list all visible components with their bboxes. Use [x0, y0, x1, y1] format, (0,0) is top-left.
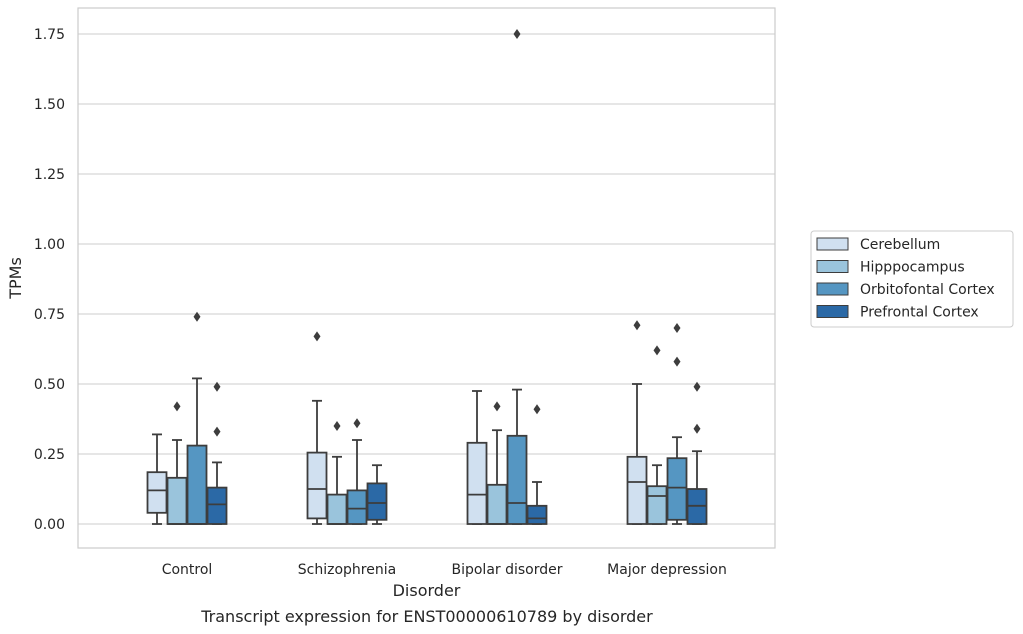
- box: [466, 390, 488, 525]
- outlier-point: [193, 311, 201, 322]
- y-tick-label: 0.00: [34, 517, 65, 533]
- outlier-point: [633, 320, 641, 331]
- box-body: [466, 441, 488, 525]
- box: [346, 418, 368, 525]
- box: [146, 433, 168, 525]
- series-orbitofontal-cortex: [186, 29, 688, 525]
- box: [626, 320, 648, 525]
- legend-label: Prefrontal Cortex: [860, 305, 979, 321]
- outlier-point: [173, 401, 181, 412]
- chart-caption: Transcript expression for ENST0000061078…: [200, 607, 653, 626]
- box: [366, 464, 388, 525]
- y-tick-labels: 0.00 0.25 0.50 0.75 1.00 1.25 1.50 1.75: [34, 27, 65, 533]
- legend-box: [810, 230, 1014, 328]
- box-body: [326, 493, 348, 525]
- outlier-point: [333, 421, 341, 431]
- y-tick-label: 1.50: [34, 97, 65, 113]
- box-body: [666, 457, 688, 521]
- y-tick-label: 1.25: [34, 167, 65, 183]
- y-tick-label: 0.75: [34, 307, 65, 323]
- box: [486, 401, 508, 525]
- outlier-point: [693, 381, 701, 392]
- box: [326, 421, 348, 525]
- box-body: [646, 485, 668, 525]
- x-axis-label: Disorder: [393, 581, 461, 600]
- box: [686, 381, 708, 525]
- box: [186, 311, 208, 525]
- legend: Cerebellum Hipppocampus Orbitofontal Corte…: [810, 230, 1014, 328]
- outlier-point: [673, 323, 681, 333]
- outlier-point: [213, 381, 221, 392]
- box: [666, 323, 688, 525]
- legend-swatch: [816, 282, 849, 296]
- box-body: [306, 451, 328, 520]
- box-body: [366, 482, 388, 521]
- y-tick-label: 1.75: [34, 27, 65, 43]
- outlier-point: [353, 418, 361, 429]
- y-axis-label: TPMs: [6, 257, 25, 300]
- outlier-point: [313, 331, 321, 342]
- box: [166, 401, 188, 525]
- box: [526, 404, 548, 525]
- y-tick-label: 0.25: [34, 447, 65, 463]
- outlier-point: [653, 345, 661, 356]
- box: [306, 331, 328, 525]
- x-tick-label: Control: [162, 562, 213, 578]
- legend-swatch: [816, 305, 849, 318]
- legend-label: Cerebellum: [860, 237, 940, 253]
- box: [646, 345, 668, 525]
- series-hipppocampus: [166, 345, 668, 525]
- x-tick-label: Major depression: [607, 562, 727, 578]
- gridlines: [78, 33, 775, 525]
- x-tick-label: Bipolar disorder: [451, 562, 562, 578]
- box-body: [186, 444, 208, 525]
- box-body: [206, 486, 228, 525]
- series-prefrontal-cortex: [206, 381, 708, 525]
- plot-frame: [77, 7, 776, 549]
- box: [506, 29, 528, 525]
- outlier-point: [673, 356, 681, 367]
- y-tick-label: 1.00: [34, 237, 65, 253]
- outlier-point: [693, 423, 701, 434]
- legend-label: Hipppocampus: [860, 260, 965, 276]
- y-tick-label: 0.50: [34, 377, 65, 393]
- outlier-point: [213, 426, 221, 437]
- outlier-point: [513, 29, 521, 39]
- box-body: [166, 476, 188, 525]
- x-tick-labels: Control Schizophrenia Bipolar disorder Majo…: [162, 562, 727, 578]
- legend-swatch: [816, 260, 849, 273]
- legend-label: Orbitofontal Cortex: [860, 282, 995, 298]
- box-body: [486, 483, 508, 525]
- box-body: [146, 471, 168, 514]
- x-tick-label: Schizophrenia: [298, 562, 396, 578]
- boxplots: [146, 29, 708, 525]
- box-body: [346, 489, 368, 525]
- box: [206, 381, 228, 525]
- box-body: [506, 434, 528, 525]
- box-body: [526, 504, 548, 525]
- legend-swatch: [816, 237, 849, 251]
- box-body: [626, 455, 648, 525]
- series-cerebellum: [146, 320, 648, 525]
- outlier-point: [493, 401, 501, 412]
- outlier-point: [533, 404, 541, 415]
